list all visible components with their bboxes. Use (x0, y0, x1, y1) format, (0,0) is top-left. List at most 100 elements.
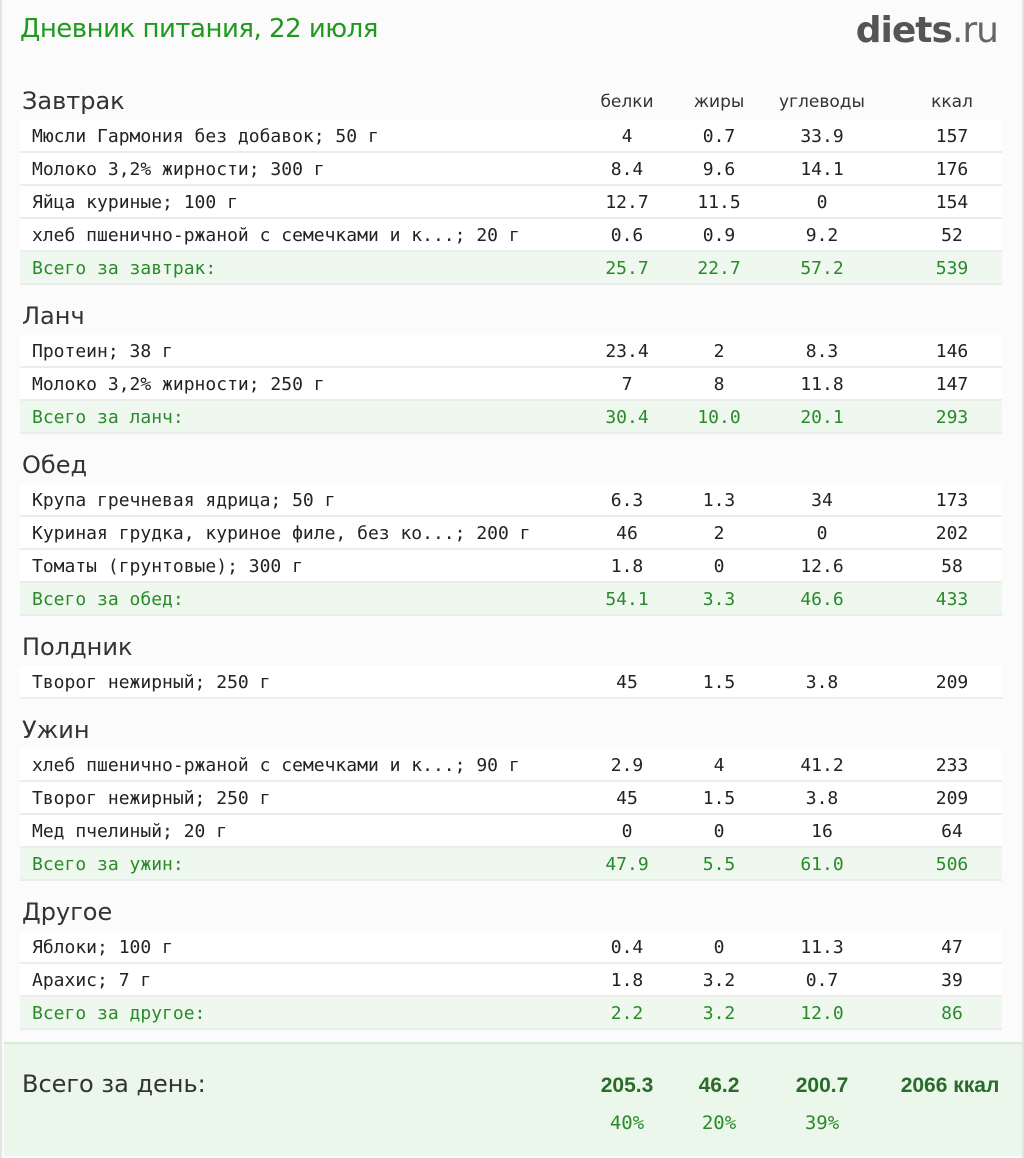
food-row[interactable]: Мюсли Гармония без добавок; 50 г 4 0.7 33.9… (20, 120, 1002, 153)
meal-title: Другое (22, 898, 113, 926)
site-logo[interactable]: diets.ru (855, 10, 999, 51)
food-name[interactable]: Мюсли Гармония без добавок; 50 г (32, 126, 379, 147)
column-protein: белки (600, 92, 654, 112)
food-row[interactable]: Томаты (грунтовые); 300 г 1.8 0 12.6 58 (20, 550, 1002, 583)
meal-total-kcal: 293 (935, 407, 969, 428)
meal-total-carbs: 61.0 (800, 854, 844, 875)
food-name[interactable]: Куриная грудка, куриное филе, без ко...;… (32, 523, 531, 544)
food-name[interactable]: Мед пчелиный; 20 г (32, 821, 228, 842)
food-name[interactable]: хлеб пшенично-ржаной с семечками и к...;… (32, 755, 520, 776)
meal-total-protein: 30.4 (605, 407, 649, 428)
food-kcal: 173 (935, 490, 969, 511)
day-protein-percent: 40% (609, 1112, 645, 1134)
food-fat: 0 (713, 821, 725, 842)
meal-total-label: Всего за другое: (32, 1003, 206, 1024)
food-name[interactable]: Творог нежирный; 250 г (32, 672, 271, 693)
food-name[interactable]: Молоко 3,2% жирности; 250 г (32, 374, 325, 395)
food-carbs: 0.7 (805, 970, 839, 991)
food-carbs: 41.2 (800, 755, 844, 776)
meal-total-protein: 25.7 (605, 258, 649, 279)
meal-total-kcal: 433 (935, 589, 969, 610)
food-name[interactable]: Творог нежирный; 250 г (32, 788, 271, 809)
food-row[interactable]: Протеин; 38 г 23.4 2 8.3 146 (20, 335, 1002, 368)
meal-total-row: Всего за обед: 54.1 3.3 46.6 433 (20, 583, 1002, 616)
food-fat: 1.5 (702, 672, 736, 693)
meal-section: Другое Яблоки; 100 г 0.4 0 11.3 47 Арахис; 7 г… (20, 893, 1002, 1030)
food-name[interactable]: Крупа гречневая ядрица; 50 г (32, 490, 336, 511)
food-carbs: 34 (811, 490, 833, 511)
food-kcal: 154 (935, 192, 969, 213)
meal-title: Ланч (22, 302, 85, 330)
food-fat: 0 (713, 556, 725, 577)
meal-title: Завтрак (22, 87, 125, 115)
food-row[interactable]: Творог нежирный; 250 г 45 1.5 3.8 209 (20, 666, 1002, 699)
meal-total-kcal: 539 (935, 258, 969, 279)
meal-total-row: Всего за другое: 2.2 3.2 12.0 86 (20, 997, 1002, 1030)
food-row[interactable]: Крупа гречневая ядрица; 50 г 6.3 1.3 34 173 (20, 484, 1002, 517)
food-kcal: 47 (941, 937, 963, 958)
food-name[interactable]: Яблоки; 100 г (32, 937, 173, 958)
meal-total-fat: 22.7 (697, 258, 741, 279)
meal-section: Ланч Протеин; 38 г 23.4 2 8.3 146 Молоко 3,2% … (20, 297, 1002, 434)
food-protein: 6.3 (610, 490, 644, 511)
meal-total-fat: 10.0 (697, 407, 741, 428)
food-kcal: 209 (935, 788, 969, 809)
food-fat: 8 (713, 374, 725, 395)
meal-total-label: Всего за обед: (32, 589, 184, 610)
meal-total-carbs: 12.0 (800, 1003, 844, 1024)
food-row[interactable]: хлеб пшенично-ржаной с семечками и к...;… (20, 219, 1002, 252)
meal-title: Ужин (22, 716, 90, 744)
food-name[interactable]: Арахис; 7 г (32, 970, 152, 991)
food-kcal: 58 (941, 556, 963, 577)
food-row[interactable]: Творог нежирный; 250 г 45 1.5 3.8 209 (20, 782, 1002, 815)
column-carbs: углеводы (779, 92, 865, 112)
food-kcal: 176 (935, 159, 969, 180)
food-fat: 9.6 (702, 159, 736, 180)
food-protein: 1.8 (610, 970, 644, 991)
meal-section: Завтрак Мюсли Гармония без добавок; 50 г 4… (20, 82, 1002, 285)
meals-list: Завтрак Мюсли Гармония без добавок; 50 г 4… (20, 82, 1002, 1030)
meal-total-label: Всего за завтрак: (32, 258, 217, 279)
meal-total-fat: 3.2 (702, 1003, 736, 1024)
meal-total-kcal: 506 (935, 854, 969, 875)
food-row[interactable]: Молоко 3,2% жирности; 250 г 7 8 11.8 147 (20, 368, 1002, 401)
meal-total-row: Всего за ланч: 30.4 10.0 20.1 293 (20, 401, 1002, 434)
meal-total-label: Всего за ужин: (32, 854, 184, 875)
meal-total-row: Всего за завтрак: 25.7 22.7 57.2 539 (20, 252, 1002, 285)
day-total-carbs: 200.7 (795, 1074, 849, 1097)
meal-total-protein: 2.2 (610, 1003, 644, 1024)
food-row[interactable]: Куриная грудка, куриное филе, без ко...;… (20, 517, 1002, 550)
food-row[interactable]: Молоко 3,2% жирности; 300 г 8.4 9.6 14.1 176 (20, 153, 1002, 186)
food-fat: 2 (713, 341, 725, 362)
food-kcal: 209 (935, 672, 969, 693)
meal-total-fat: 3.3 (702, 589, 736, 610)
food-name[interactable]: Молоко 3,2% жирности; 300 г (32, 159, 325, 180)
column-kcal: ккал (931, 92, 973, 112)
food-protein: 4 (621, 126, 633, 147)
food-row[interactable]: хлеб пшенично-ржаной с семечками и к...;… (20, 749, 1002, 782)
food-row[interactable]: Яйца куриные; 100 г 12.7 11.5 0 154 (20, 186, 1002, 219)
food-protein: 7 (621, 374, 633, 395)
column-fat: жиры (693, 92, 745, 112)
food-row[interactable]: Мед пчелиный; 20 г 0 0 16 64 (20, 815, 1002, 848)
food-protein: 23.4 (605, 341, 649, 362)
food-carbs: 3.8 (805, 788, 839, 809)
food-name[interactable]: хлеб пшенично-ржаной с семечками и к...;… (32, 225, 520, 246)
food-row[interactable]: Яблоки; 100 г 0.4 0 11.3 47 (20, 931, 1002, 964)
day-fat-percent: 20% (701, 1112, 737, 1134)
meal-total-label: Всего за ланч: (32, 407, 184, 428)
food-kcal: 52 (941, 225, 963, 246)
food-fat: 1.5 (702, 788, 736, 809)
food-kcal: 157 (935, 126, 969, 147)
meal-total-row: Всего за ужин: 47.9 5.5 61.0 506 (20, 848, 1002, 881)
food-name[interactable]: Яйца куриные; 100 г (32, 192, 238, 213)
food-row[interactable]: Арахис; 7 г 1.8 3.2 0.7 39 (20, 964, 1002, 997)
food-carbs: 12.6 (800, 556, 844, 577)
food-name[interactable]: Протеин; 38 г (32, 341, 173, 362)
logo-main: diets (855, 10, 953, 51)
page-title: Дневник питания, 22 июля (20, 14, 378, 44)
food-protein: 45 (616, 788, 638, 809)
day-total-panel: Всего за день: 205.3 46.2 200.7 2066 кка… (4, 1042, 1022, 1156)
day-total-label: Всего за день: (22, 1070, 206, 1098)
food-name[interactable]: Томаты (грунтовые); 300 г (32, 556, 303, 577)
